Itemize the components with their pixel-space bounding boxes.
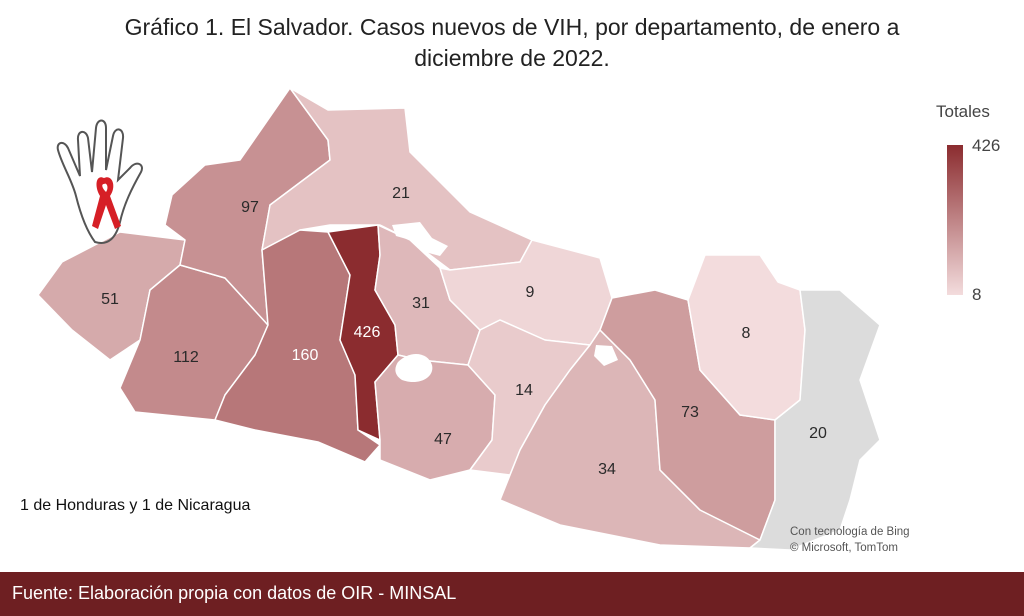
label-usulutan: 34: [598, 461, 616, 478]
label-santa-ana: 97: [241, 199, 259, 216]
el-salvador-map: 51 112 97 21 160 426 31 9 47 14 34 73 8 …: [37, 87, 881, 551]
hiv-hand-ribbon-icon: [56, 119, 143, 244]
credit-line-1: Con tecnología de Bing: [790, 526, 910, 538]
chart-title: Gráfico 1. El Salvador. Casos nuevos de …: [40, 12, 984, 74]
map-credit: Con tecnología de Bing © Microsoft, TomT…: [790, 524, 910, 556]
label-ahuachapan: 51: [101, 291, 119, 308]
title-line-2: diciembre de 2022.: [414, 45, 610, 71]
label-san-miguel: 73: [681, 404, 699, 421]
label-san-vicente: 14: [515, 382, 533, 399]
legend-min-label: 8: [972, 285, 982, 304]
label-chalatenango: 21: [392, 185, 410, 202]
legend-max-label: 426: [972, 136, 1001, 155]
foreign-cases-note: 1 de Honduras y 1 de Nicaragua: [20, 497, 251, 514]
label-la-union: 20: [809, 425, 827, 442]
reservoir-cerron-grande: [392, 222, 448, 256]
region-la-union[interactable]: [749, 289, 881, 551]
label-cuscatlan: 31: [412, 295, 430, 312]
label-morazan: 8: [742, 325, 751, 342]
legend-color-scale: [947, 145, 963, 295]
legend-title: Totales: [936, 102, 990, 121]
label-la-libertad: 160: [292, 347, 319, 364]
lake-ilopango: [395, 354, 433, 383]
title-line-1: Gráfico 1. El Salvador. Casos nuevos de …: [124, 14, 900, 40]
label-san-salvador: 426: [354, 324, 381, 341]
label-cabanas: 9: [526, 284, 535, 301]
label-sonsonate: 112: [173, 349, 199, 366]
label-la-paz: 47: [434, 431, 452, 448]
source-text: Fuente: Elaboración propia con datos de …: [12, 583, 457, 603]
source-footer: Fuente: Elaboración propia con datos de …: [0, 572, 1024, 616]
credit-line-2: © Microsoft, TomTom: [790, 542, 898, 554]
reservoir-15-septiembre: [594, 345, 618, 366]
